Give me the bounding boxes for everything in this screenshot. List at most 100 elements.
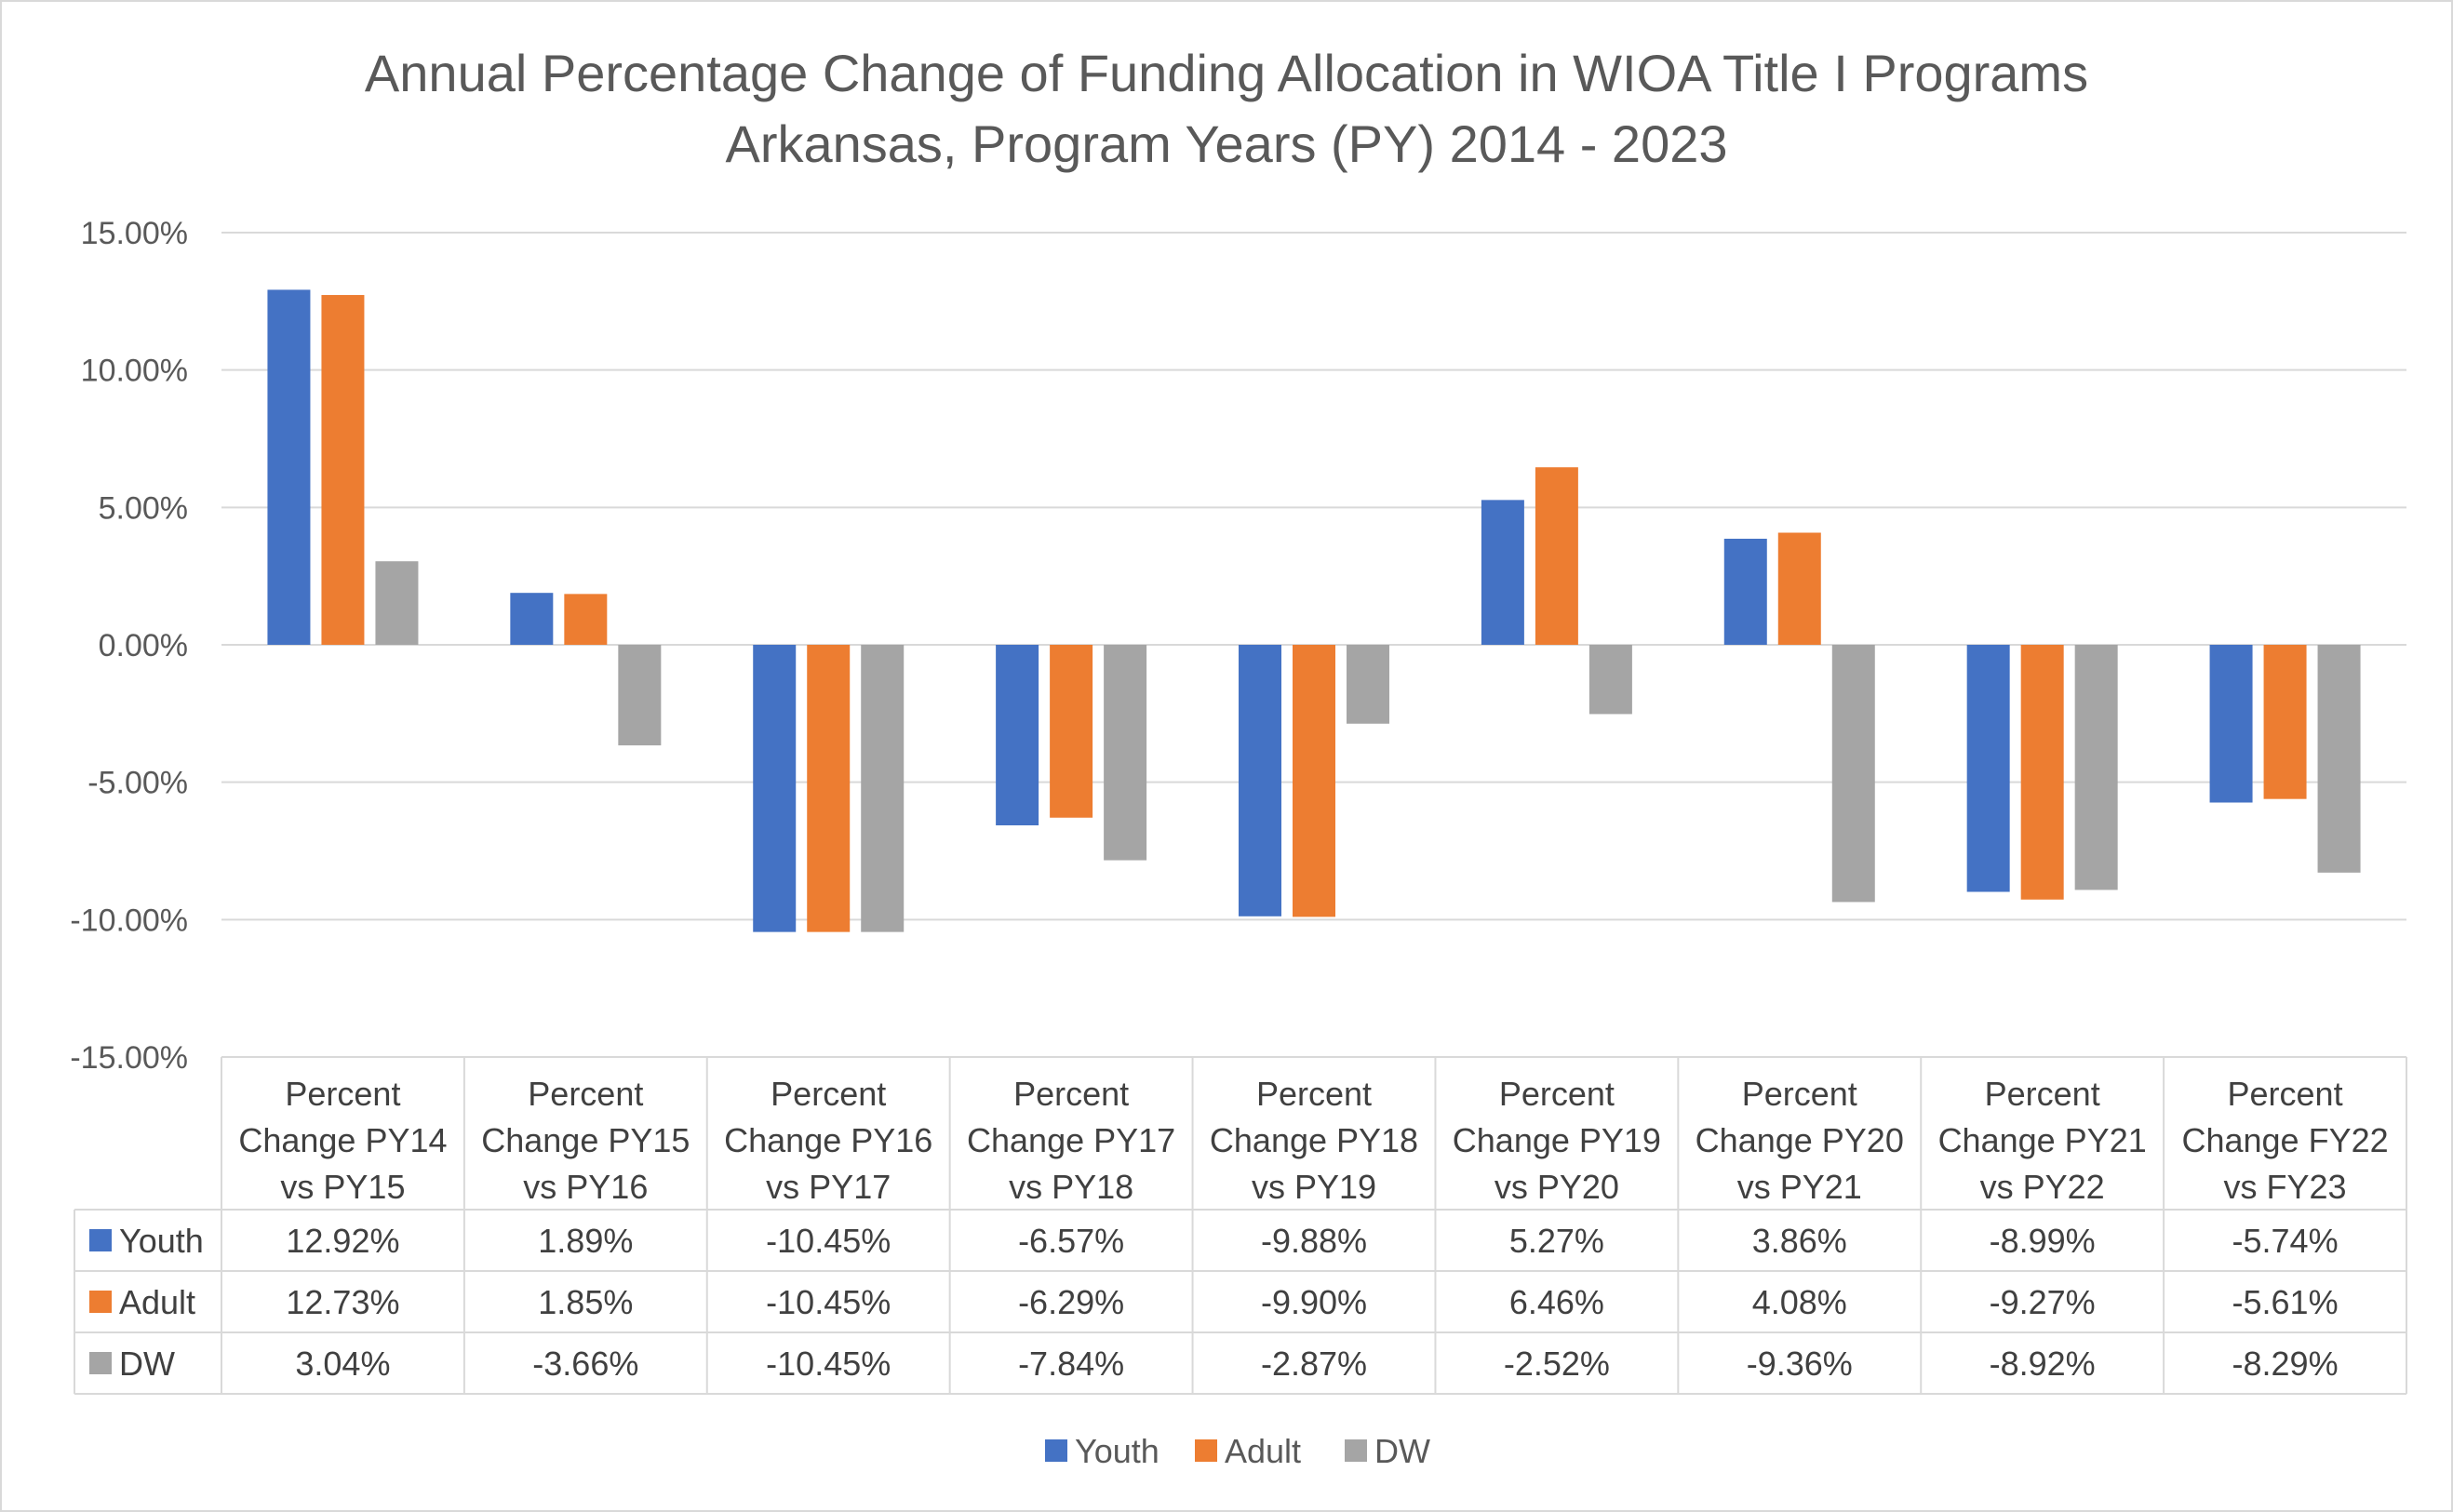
legend-label: Youth [1075, 1432, 1159, 1470]
data-label: -10.45% [766, 1345, 891, 1383]
bar-adult [2263, 645, 2307, 799]
x-category-label: Change PY19 [1453, 1121, 1661, 1159]
data-label: -8.99% [1990, 1222, 2096, 1260]
bar-dw [1104, 645, 1147, 861]
x-category-label: Percent [1013, 1075, 1129, 1113]
x-category-label: vs PY18 [1009, 1168, 1133, 1206]
legend-key [1045, 1439, 1067, 1462]
table-series-name: Adult [119, 1283, 195, 1321]
bar-adult [564, 594, 608, 645]
x-category-label: Change FY22 [2181, 1121, 2388, 1159]
bar-youth [753, 645, 797, 932]
bar-dw [861, 645, 905, 932]
bar-dw [1347, 645, 1389, 724]
x-category-label: Percent [1256, 1075, 1372, 1113]
x-category-label: Percent [1499, 1075, 1615, 1113]
data-label: -6.29% [1018, 1283, 1124, 1321]
data-label: -10.45% [766, 1283, 891, 1321]
data-label: -2.87% [1261, 1345, 1367, 1383]
data-table: Percent Change PY14 vs PY15 Percent Change P… [74, 1056, 2407, 1395]
x-category-label: vs PY20 [1495, 1168, 1619, 1206]
data-label: -8.29% [2232, 1345, 2339, 1383]
bar-youth [2209, 645, 2253, 803]
legend-label: DW [1374, 1432, 1430, 1470]
data-label: -5.74% [2232, 1222, 2339, 1260]
x-category-label: Change PY18 [1210, 1121, 1418, 1159]
legend-label: Adult [1225, 1432, 1301, 1470]
bar-youth [510, 593, 554, 645]
data-label: 12.73% [286, 1283, 399, 1321]
y-tick-label: 5.00% [99, 490, 188, 526]
data-label: -10.45% [766, 1222, 891, 1260]
legend: Youth Adult DW [1045, 1432, 1430, 1470]
y-tick-label: -5.00% [87, 766, 188, 801]
data-label: 3.04% [295, 1345, 390, 1383]
data-label: -2.52% [1504, 1345, 1610, 1383]
x-category-label: Percent [1742, 1075, 1857, 1113]
table-series-name: DW [119, 1345, 175, 1383]
bar-youth [1966, 645, 2010, 892]
data-label: -8.92% [1990, 1345, 2096, 1383]
bar-dw [618, 645, 662, 746]
x-category-label: Change PY20 [1696, 1121, 1904, 1159]
bar-dw [375, 561, 419, 645]
y-tick-label: 15.00% [81, 216, 188, 251]
data-label: 1.89% [538, 1222, 633, 1260]
data-label: 3.86% [1752, 1222, 1847, 1260]
bar-adult [1050, 645, 1093, 818]
data-label: -9.36% [1747, 1345, 1853, 1383]
x-category-label: Percent [528, 1075, 643, 1113]
bar-dw [2074, 645, 2118, 890]
data-label: 12.92% [286, 1222, 399, 1260]
bar-adult [1535, 467, 1578, 645]
bar-youth [267, 289, 311, 645]
data-label: -9.90% [1261, 1283, 1367, 1321]
table-series-name: Youth [119, 1222, 204, 1260]
data-label: 5.27% [1509, 1222, 1604, 1260]
x-category-label: vs PY17 [766, 1168, 891, 1206]
bar-adult [1293, 645, 1335, 917]
x-category-label: Change PY14 [238, 1121, 447, 1159]
data-label: -7.84% [1018, 1345, 1124, 1383]
x-category-label: vs PY16 [523, 1168, 648, 1206]
data-label: 6.46% [1509, 1283, 1604, 1321]
data-label: 4.08% [1752, 1283, 1847, 1321]
data-label: -6.57% [1018, 1222, 1124, 1260]
x-category-label: Percent [2228, 1075, 2343, 1113]
bar-adult [1777, 532, 1821, 645]
bar-youth [1723, 539, 1767, 645]
bar-adult [807, 645, 851, 932]
y-tick-label: -15.00% [70, 1040, 188, 1076]
x-category-label: vs PY19 [1252, 1168, 1376, 1206]
legend-key [1345, 1439, 1367, 1462]
x-category-label: Percent [1985, 1075, 2100, 1113]
y-tick-label: 0.00% [99, 628, 188, 663]
x-category-label: Percent [285, 1075, 400, 1113]
y-tick-label: 10.00% [81, 354, 188, 389]
chart-subtitle: Arkansas, Program Years (PY) 2014 - 2023 [725, 114, 1727, 173]
x-category-label: vs PY22 [1980, 1168, 2105, 1206]
data-label: -9.88% [1261, 1222, 1367, 1260]
bar-youth [1481, 500, 1524, 645]
bar-adult [2020, 645, 2064, 900]
bar-dw [2317, 645, 2361, 873]
data-label: 1.85% [538, 1283, 633, 1321]
data-label: -5.61% [2232, 1283, 2339, 1321]
x-category-label: vs PY21 [1737, 1168, 1862, 1206]
bar-youth [1239, 645, 1281, 917]
x-category-label: Change PY21 [1938, 1121, 2147, 1159]
table-legend-key [89, 1291, 112, 1313]
bar-adult [321, 295, 365, 645]
table-legend-key [89, 1229, 112, 1251]
x-category-label: Change PY16 [724, 1121, 932, 1159]
legend-key [1195, 1439, 1217, 1462]
x-category-label: vs FY23 [2224, 1168, 2347, 1206]
x-category-label: vs PY15 [280, 1168, 405, 1206]
data-label: -3.66% [532, 1345, 638, 1383]
bar-dw [1588, 645, 1632, 715]
bar-dw [1831, 645, 1875, 903]
data-label: -9.27% [1990, 1283, 2096, 1321]
bars [267, 289, 2361, 932]
